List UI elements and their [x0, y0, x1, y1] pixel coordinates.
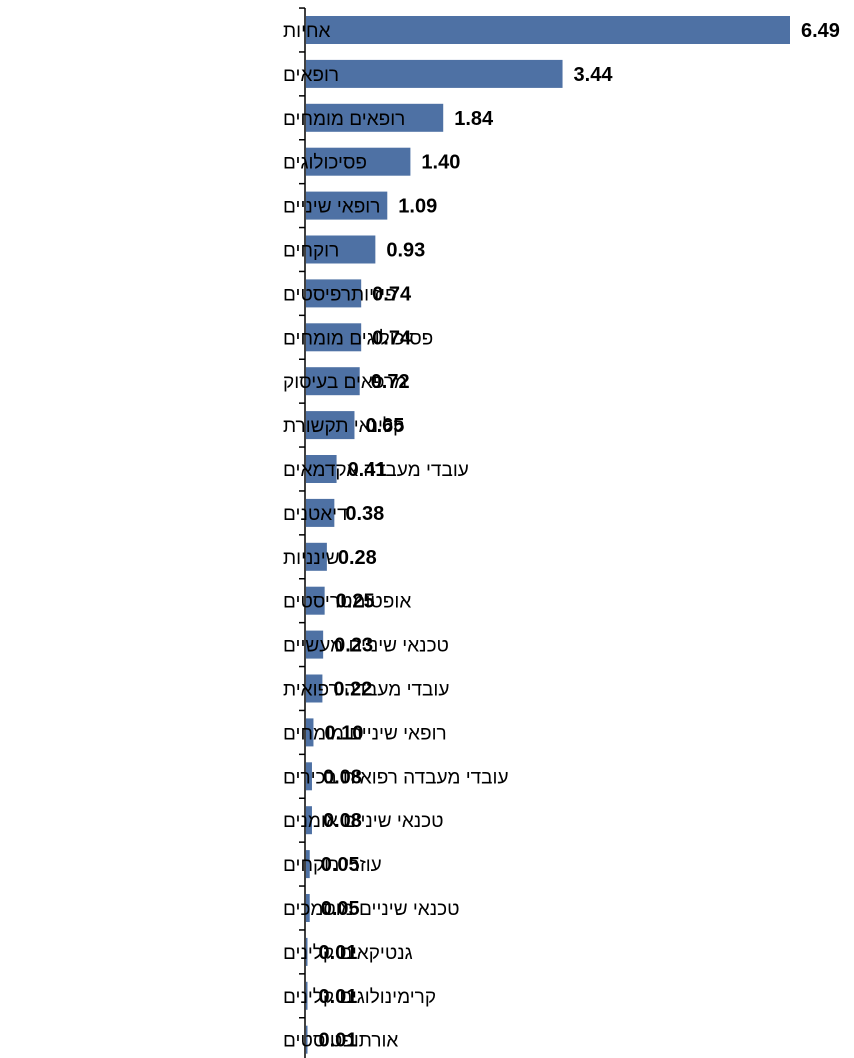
value-label: 0.41 — [348, 459, 387, 481]
category-label: עובדי מעבדה אקדמאים — [283, 460, 469, 481]
category-label: קרימינולוגים קלינים — [283, 987, 436, 1008]
value-label: 0.38 — [345, 503, 384, 525]
bar — [306, 586, 325, 615]
category-label: דיאטנים — [283, 504, 348, 525]
value-label: 0.28 — [338, 547, 377, 569]
bar — [306, 850, 310, 879]
bars-group — [306, 16, 790, 1054]
value-label: 0.22 — [333, 679, 372, 701]
bar — [306, 59, 563, 88]
bar — [306, 806, 312, 835]
category-label: פסיכולוגים — [283, 153, 367, 174]
category-label: עוזרי רוקחים — [283, 855, 382, 876]
category-axis — [299, 7, 306, 1058]
value-label: 0.25 — [336, 591, 375, 613]
value-label: 0.01 — [319, 1030, 358, 1052]
category-label: קלינאי תקשורת — [283, 416, 404, 437]
category-label: טכנאי שיניים אומנים — [283, 811, 444, 832]
value-label: 0.10 — [324, 722, 363, 744]
value-label: 0.23 — [334, 635, 373, 657]
category-label: גנטיקאים קלינים — [283, 943, 413, 964]
value-label: 0.74 — [372, 283, 412, 305]
bar — [306, 894, 310, 922]
category-label: אחיות — [283, 21, 331, 42]
category-label: פיזיותרפיסטים — [283, 284, 397, 305]
bar — [306, 323, 362, 352]
bar — [306, 455, 337, 483]
category-labels: אחיות רופאים רופאים מומחים פסיכולוגים רופאי … — [283, 21, 509, 1052]
category-label: רופאים — [283, 65, 339, 86]
category-label: מרפאים בעיסוק — [283, 372, 407, 393]
bar — [306, 674, 323, 703]
bar — [306, 411, 355, 440]
value-label: 0.01 — [319, 942, 358, 964]
category-label: רוקחים — [283, 241, 339, 262]
category-label: עובדי מעבדה רפואית בכירים — [283, 767, 509, 788]
bar — [306, 235, 376, 264]
value-label: 1.84 — [454, 108, 494, 130]
category-label: עובדי מעבדה רפואית — [283, 680, 449, 701]
value-label: 0.05 — [321, 854, 360, 876]
value-label: 0.72 — [371, 371, 410, 393]
value-label: 1.40 — [421, 152, 460, 174]
value-label: 3.44 — [574, 64, 614, 86]
value-label: 0.74 — [372, 327, 412, 349]
value-label: 1.09 — [398, 196, 437, 218]
category-label: טכנאי שיניים מוסמכים — [283, 899, 460, 920]
value-labels: 6.49 3.44 1.84 1.40 1.09 0.93 0.74 0.74 0.72 0.65… — [319, 20, 840, 1052]
value-label: 0.93 — [386, 240, 425, 262]
category-label: אורתופטיסטים — [283, 1031, 398, 1052]
bar — [306, 16, 790, 44]
bar — [306, 191, 388, 220]
value-label: 0.01 — [319, 986, 358, 1008]
category-label: שינניות — [283, 548, 340, 569]
value-label: 0.05 — [321, 898, 360, 920]
bar — [306, 630, 324, 659]
category-label: רופאי שיניים — [283, 197, 380, 218]
bar — [306, 937, 308, 966]
value-label: 0.08 — [323, 766, 362, 788]
bar — [306, 542, 327, 571]
bar — [306, 279, 362, 308]
bar — [306, 981, 308, 1010]
category-label: פסיכולוגים מומחים — [283, 328, 433, 349]
bar — [306, 1025, 308, 1054]
bar — [306, 762, 312, 791]
value-label: 0.65 — [365, 415, 404, 437]
category-label: רופאי שיניים מומחים — [283, 723, 447, 744]
bar — [306, 147, 411, 176]
bar — [306, 718, 314, 747]
bar — [306, 498, 335, 527]
value-label: 0.08 — [323, 810, 362, 832]
category-label: רופאים מומחים — [283, 109, 405, 130]
bar — [306, 103, 444, 132]
value-label: 6.49 — [801, 20, 840, 42]
category-label: אופטומטריסטים — [283, 592, 411, 613]
category-label: טכנאי שיניים מעשיים — [283, 636, 449, 657]
bar — [306, 367, 360, 396]
